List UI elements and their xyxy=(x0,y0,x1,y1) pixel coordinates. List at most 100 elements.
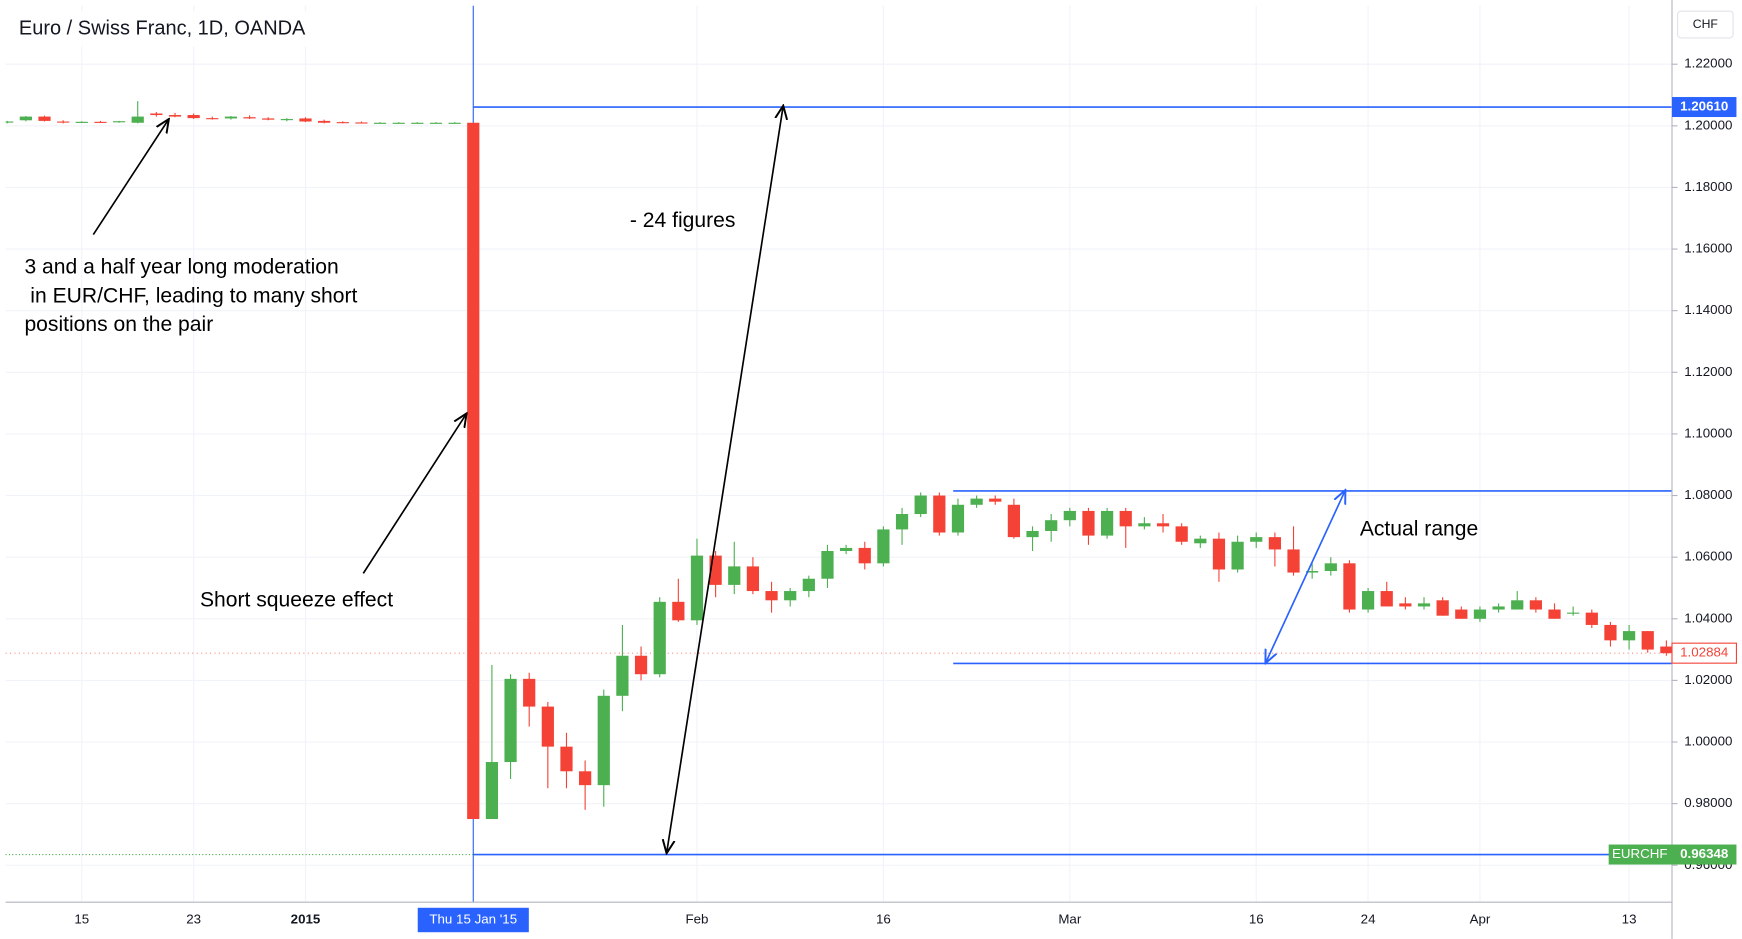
crosshair-label: Thu 15 Jan '15 xyxy=(429,912,517,927)
arrow xyxy=(667,106,784,854)
candle-body xyxy=(933,495,946,533)
candle-body xyxy=(1511,600,1524,610)
candle-body xyxy=(1212,538,1226,570)
candle-body xyxy=(94,121,107,123)
candle-body xyxy=(131,116,144,123)
candle-body xyxy=(1343,563,1356,610)
y-tick-label: 1.22000 xyxy=(1684,56,1732,71)
price-label: 1.20610 xyxy=(1680,99,1728,114)
candle-body xyxy=(1380,591,1393,607)
x-tick-label: 16 xyxy=(876,912,891,927)
arrow xyxy=(92,119,169,235)
candle-body xyxy=(373,122,387,124)
y-tick-label: 0.98000 xyxy=(1684,795,1732,810)
y-tick-label: 1.16000 xyxy=(1684,241,1732,256)
candle-body xyxy=(355,122,368,124)
x-tick-label: 24 xyxy=(1361,912,1376,927)
candle-body xyxy=(1492,606,1505,610)
candle-body xyxy=(299,118,312,122)
arrow xyxy=(362,413,466,574)
chart-title: Euro / Swiss Franc, 1D, OANDA xyxy=(19,17,306,39)
y-tick-label: 1.02000 xyxy=(1684,672,1732,687)
candle-body xyxy=(579,771,592,786)
time-axis-bg xyxy=(0,902,1673,939)
candle-body xyxy=(746,566,760,592)
candle-body xyxy=(1007,504,1021,538)
annotation: 3 and a half year long moderation xyxy=(24,255,338,278)
price-label-bg xyxy=(1671,642,1738,664)
candle-body xyxy=(187,115,200,119)
candle-body xyxy=(1641,631,1654,650)
candle-body xyxy=(690,555,704,621)
price-label-bg xyxy=(1672,97,1737,118)
candle-body xyxy=(951,504,965,533)
candle-body xyxy=(1100,510,1114,536)
y-tick-label: 1.04000 xyxy=(1684,610,1732,625)
candle-body xyxy=(914,495,927,515)
candle-body xyxy=(970,498,983,505)
candle-body xyxy=(1156,523,1170,527)
candle-body xyxy=(1567,612,1580,614)
candle-body xyxy=(318,120,331,123)
currency: CHF xyxy=(1693,17,1718,31)
y-tick-label: 1.10000 xyxy=(1684,425,1732,440)
candle-body xyxy=(1119,510,1132,527)
x-tick-label: Feb xyxy=(685,912,708,927)
candle-body xyxy=(1194,538,1207,544)
candle-body xyxy=(1473,609,1487,619)
candle-body xyxy=(112,121,126,123)
candle-body xyxy=(262,118,275,120)
candle-body xyxy=(392,122,405,124)
candle-body xyxy=(1082,510,1095,536)
candle-body xyxy=(1063,510,1076,521)
candle-body xyxy=(1250,537,1263,542)
candle-body xyxy=(653,601,666,675)
y-tick-label: 1.06000 xyxy=(1684,549,1732,564)
candle-body xyxy=(206,118,219,120)
candle-body xyxy=(280,119,293,121)
candle-body xyxy=(224,116,238,119)
candle-body xyxy=(858,547,871,564)
candle-body xyxy=(728,566,741,585)
candle-body xyxy=(1455,609,1468,619)
candle-body xyxy=(523,678,536,707)
x-tick-label: 23 xyxy=(186,912,201,927)
annotation: in EUR/CHF, leading to many short xyxy=(24,284,357,307)
candle-body xyxy=(1361,591,1375,610)
candle-body xyxy=(895,514,909,530)
x-tick-label: 13 xyxy=(1622,912,1637,927)
candle-body xyxy=(616,655,629,696)
candle-body xyxy=(467,122,480,820)
candle-body xyxy=(802,578,815,592)
candle-body xyxy=(38,116,51,121)
candle-body xyxy=(57,121,70,123)
candle-body xyxy=(485,762,499,820)
candle-body xyxy=(877,529,890,564)
candle-body xyxy=(411,122,424,124)
candle-body xyxy=(448,122,461,124)
candle-body xyxy=(821,550,834,579)
currency-box[interactable] xyxy=(1677,10,1734,39)
candle-body xyxy=(1231,541,1244,570)
y-tick-label: 1.18000 xyxy=(1684,179,1732,194)
x-tick-label: 15 xyxy=(74,912,89,927)
candle-body xyxy=(634,655,648,675)
candle-body xyxy=(1268,537,1281,550)
candle-body xyxy=(1138,523,1151,527)
candle-body xyxy=(1175,526,1188,542)
annotation: positions on the pair xyxy=(24,313,213,336)
y-tick-label: 1.08000 xyxy=(1684,487,1732,502)
candle-body xyxy=(1399,603,1412,607)
x-tick-label: Mar xyxy=(1058,912,1082,927)
candle-body xyxy=(19,116,32,121)
price-axis-bg xyxy=(1672,0,1742,939)
annotation: - 24 figures xyxy=(630,209,736,232)
candle-body xyxy=(840,547,853,551)
candle-body xyxy=(1548,609,1561,619)
candle-body xyxy=(597,695,610,786)
candle-body xyxy=(672,601,685,621)
x-tick-label: 16 xyxy=(1249,912,1264,927)
candle-body xyxy=(784,591,797,601)
y-tick-label: 1.00000 xyxy=(1684,734,1732,749)
